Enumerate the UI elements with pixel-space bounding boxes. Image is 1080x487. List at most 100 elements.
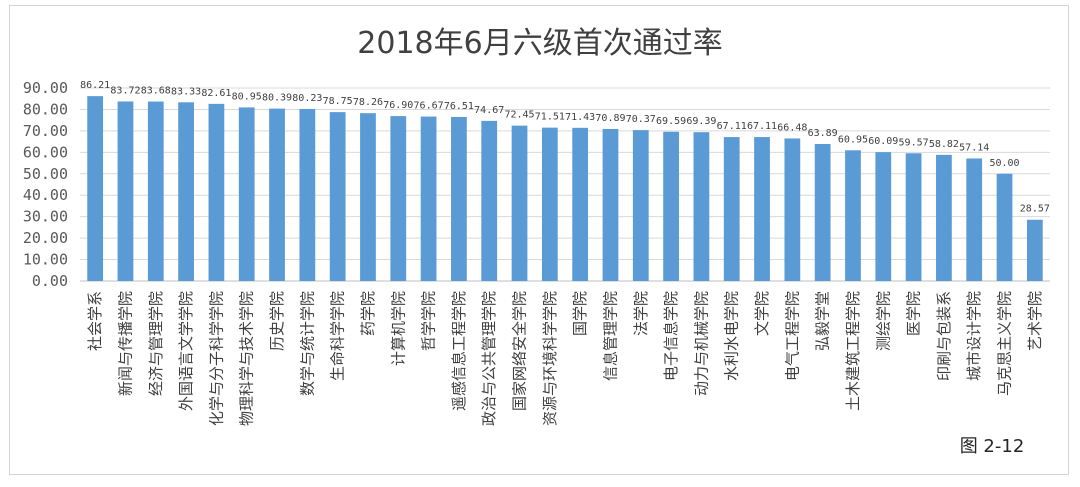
category-label: 社会学系 bbox=[86, 291, 104, 351]
bar bbox=[87, 96, 104, 281]
data-label: 76.67 bbox=[414, 101, 444, 112]
category-label: 国学院 bbox=[571, 291, 589, 336]
category-label: 法学院 bbox=[632, 291, 650, 336]
category-label: 水利水电学院 bbox=[723, 291, 741, 381]
data-label: 78.75 bbox=[323, 96, 353, 107]
category-label: 药学院 bbox=[359, 291, 377, 336]
bar bbox=[754, 137, 770, 281]
bar bbox=[663, 131, 679, 281]
category-label: 哲学学院 bbox=[420, 291, 438, 351]
data-label: 59.57 bbox=[899, 137, 929, 148]
category-label: 数学与统计学院 bbox=[298, 291, 316, 396]
category-label: 测绘学院 bbox=[874, 291, 892, 351]
bar bbox=[390, 116, 407, 281]
bar bbox=[541, 127, 558, 281]
category-label: 新闻与传播学院 bbox=[116, 291, 134, 396]
bar bbox=[966, 158, 983, 281]
data-label: 66.48 bbox=[777, 122, 807, 133]
bar bbox=[996, 173, 1013, 281]
y-tick-label: 80.00 bbox=[23, 100, 68, 118]
bar bbox=[723, 137, 740, 281]
data-label: 86.21 bbox=[80, 80, 110, 91]
category-label: 医学院 bbox=[905, 291, 923, 336]
y-axis: 0.00 10.00 20.00 30.00 40.00 50.00 60.00 70.00 8… bbox=[23, 79, 68, 290]
y-tick-label: 0.00 bbox=[32, 272, 68, 290]
figure-label: 图 2-12 bbox=[960, 436, 1025, 457]
category-label: 城市设计学院 bbox=[965, 291, 983, 381]
data-label: 83.33 bbox=[171, 86, 201, 97]
y-tick-label: 70.00 bbox=[23, 122, 68, 140]
data-label: 63.89 bbox=[808, 128, 838, 139]
category-label: 化学与分子科学学院 bbox=[207, 291, 225, 426]
data-labels: 86.21 83.72 83.68 83.33 82.61 80.95 80.39 80.23… bbox=[80, 80, 1050, 215]
bar bbox=[572, 127, 589, 282]
bar bbox=[845, 150, 861, 281]
bar bbox=[784, 138, 801, 281]
category-label: 遥感信息工程学院 bbox=[450, 291, 468, 411]
bar bbox=[1026, 219, 1043, 281]
data-label: 60.09 bbox=[868, 136, 898, 147]
data-label: 83.68 bbox=[141, 86, 171, 97]
bars bbox=[87, 96, 1043, 282]
bar bbox=[905, 153, 922, 281]
data-label: 70.89 bbox=[595, 113, 625, 124]
category-label: 弘毅学堂 bbox=[814, 291, 832, 351]
data-label: 83.72 bbox=[110, 85, 140, 96]
data-label: 71.51 bbox=[535, 112, 565, 123]
category-label: 土木建筑工程学院 bbox=[844, 291, 862, 411]
category-label: 动力与机械学院 bbox=[692, 291, 710, 396]
bar bbox=[875, 152, 892, 281]
category-label: 印刷与包装系 bbox=[935, 291, 953, 381]
y-tick-label: 40.00 bbox=[23, 186, 68, 204]
category-label: 电子信息学院 bbox=[662, 291, 680, 381]
category-label: 历史学院 bbox=[268, 291, 286, 351]
bar bbox=[511, 125, 528, 281]
y-tick-label: 60.00 bbox=[23, 143, 68, 161]
bar bbox=[360, 113, 376, 281]
data-label: 69.39 bbox=[686, 116, 716, 127]
data-label: 50.00 bbox=[989, 158, 1019, 169]
category-label: 资源与环境科学学院 bbox=[541, 291, 559, 426]
data-label: 76.90 bbox=[383, 100, 413, 111]
data-label: 60.95 bbox=[838, 134, 868, 145]
data-label: 76.51 bbox=[444, 101, 474, 112]
category-label: 电气工程学院 bbox=[783, 291, 801, 381]
category-label: 物理科学与技术学院 bbox=[238, 291, 256, 426]
bar bbox=[208, 103, 225, 281]
data-label: 28.57 bbox=[1020, 204, 1050, 215]
category-label: 信息管理学院 bbox=[601, 291, 619, 381]
bar bbox=[814, 143, 831, 281]
data-label: 71.43 bbox=[565, 112, 595, 123]
data-label: 67.11 bbox=[717, 121, 747, 132]
bar bbox=[147, 101, 164, 281]
category-label: 文学院 bbox=[753, 291, 771, 336]
category-label: 马克思主义学院 bbox=[996, 291, 1014, 396]
bar bbox=[178, 102, 194, 282]
data-label: 72.45 bbox=[504, 110, 534, 121]
category-label: 计算机学院 bbox=[389, 291, 407, 366]
bar bbox=[420, 116, 437, 281]
data-label: 78.26 bbox=[353, 97, 383, 108]
category-labels: 社会学系 新闻与传播学院 经济与管理学院 外国语言文学学院 化学与分子科学学院 物理科学与… bbox=[86, 291, 1044, 426]
category-label: 政治与公共管理学院 bbox=[480, 291, 498, 426]
y-tick-label: 50.00 bbox=[23, 165, 68, 183]
bar bbox=[602, 128, 619, 281]
bar bbox=[936, 154, 952, 281]
bar bbox=[238, 107, 255, 281]
data-label: 57.14 bbox=[959, 142, 989, 153]
y-tick-label: 90.00 bbox=[23, 79, 68, 97]
chart-title: 2018年6月六级首次通过率 bbox=[357, 26, 722, 61]
data-label: 67.11 bbox=[747, 121, 777, 132]
data-label: 80.39 bbox=[262, 93, 292, 104]
y-tick-label: 10.00 bbox=[23, 251, 68, 269]
category-label: 国家网络安全学院 bbox=[511, 291, 529, 411]
data-label: 82.61 bbox=[201, 88, 231, 99]
category-label: 生命科学学院 bbox=[329, 291, 347, 381]
data-label: 74.67 bbox=[474, 105, 504, 116]
bar bbox=[329, 112, 346, 281]
bar bbox=[117, 101, 134, 282]
category-label: 外国语言文学学院 bbox=[177, 291, 195, 411]
category-label: 艺术学院 bbox=[1026, 291, 1044, 351]
y-tick-label: 20.00 bbox=[23, 229, 68, 247]
